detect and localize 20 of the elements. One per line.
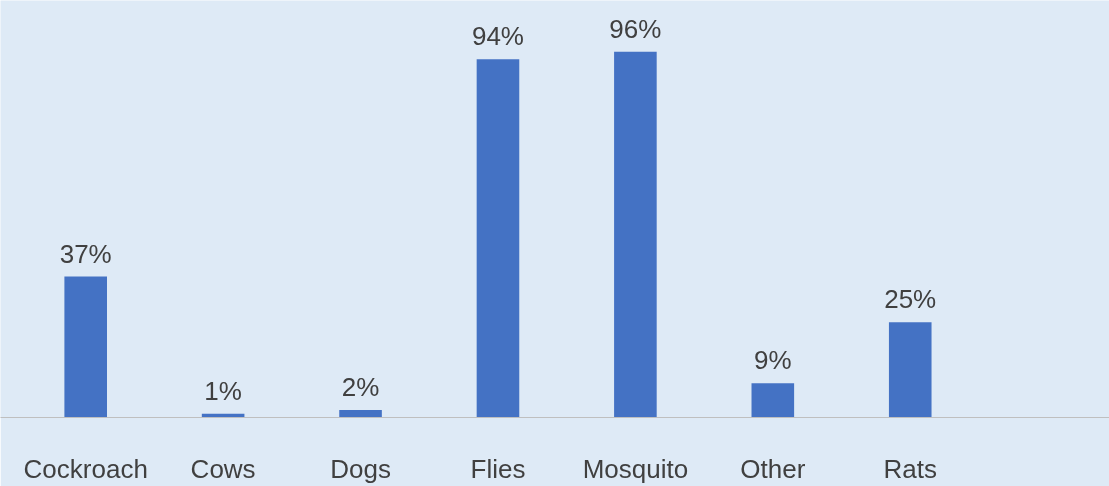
x-tick-label: Mosquito bbox=[582, 453, 689, 484]
bar bbox=[476, 59, 520, 418]
bar bbox=[339, 409, 382, 418]
data-label: 37% bbox=[59, 238, 112, 269]
data-label: 9% bbox=[754, 345, 792, 376]
x-tick-label: Flies bbox=[470, 453, 526, 484]
x-tick-label: Cows bbox=[190, 453, 256, 484]
x-tick-label: Other bbox=[740, 453, 806, 484]
x-tick-label: Rats bbox=[883, 453, 937, 484]
bar bbox=[64, 276, 107, 418]
data-label: 96% bbox=[609, 13, 662, 44]
x-tick-label: Cockroach bbox=[23, 453, 148, 484]
x-tick-label: Dogs bbox=[330, 453, 391, 484]
data-label: 2% bbox=[341, 371, 380, 402]
bar bbox=[751, 383, 795, 418]
bar bbox=[614, 51, 657, 418]
data-label: 94% bbox=[471, 21, 524, 52]
bar bbox=[888, 322, 932, 418]
data-label: 1% bbox=[204, 375, 242, 406]
data-label: 25% bbox=[884, 284, 937, 315]
